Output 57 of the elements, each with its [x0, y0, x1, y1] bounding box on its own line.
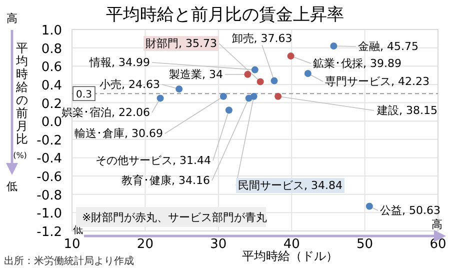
annotation: 情報, 34.99	[88, 56, 150, 69]
point	[366, 202, 373, 210]
annotation: その他サービス, 31.44	[96, 154, 211, 167]
annotation: 鉱業･伐採, 39.89	[313, 57, 402, 70]
point	[245, 94, 252, 102]
annotation: 民間サービス, 34.84	[238, 179, 342, 192]
y-tick-label: 0.0	[41, 115, 62, 130]
x-tick-label: 30	[210, 237, 227, 252]
x-axis-title: 平均時給（ドル）	[242, 249, 338, 263]
annotation: 教育･健康, 34.16	[122, 174, 210, 187]
y-tick-label: 0.2	[41, 96, 62, 112]
annotation: 卸売, 37.63	[232, 32, 292, 45]
annotation: 公益, 50.63	[380, 204, 440, 217]
x-tick-label: 20	[136, 237, 154, 252]
x-tick-label: 40	[283, 237, 300, 252]
point	[156, 94, 164, 102]
x-tick-label: 50	[356, 237, 374, 252]
point	[256, 78, 264, 86]
point	[270, 77, 278, 84]
annotation: 財部門, 35.73	[146, 37, 217, 50]
y-tick-label: -0.4	[36, 152, 62, 167]
annotation: 輸送･倉庫, 30.69	[74, 127, 163, 140]
y-axis-title: 平均時給の前月比	[15, 41, 28, 146]
y-tick-label: 0.8	[41, 42, 62, 57]
y-tick-label: 1.0	[41, 24, 62, 38]
point	[274, 92, 282, 100]
annotation: 金融, 45.75	[358, 40, 418, 53]
annotation: 建設, 38.15	[376, 104, 438, 117]
y-tick-label: -1.2	[36, 225, 62, 240]
y-tick-label: -1.0	[36, 206, 62, 222]
ref-line-label: 0.3	[76, 90, 92, 101]
y-tick-label: 0.6	[41, 60, 62, 76]
annotation: 高	[432, 218, 442, 231]
point	[287, 52, 294, 60]
x-tick-label: 60	[430, 237, 446, 252]
y-tick-label: -0.6	[36, 170, 62, 186]
text: (%)	[13, 151, 27, 160]
y-tick-label: 0.4	[41, 78, 62, 94]
point	[220, 92, 227, 100]
y-tick-label: -0.2	[36, 133, 62, 148]
point	[304, 70, 312, 77]
point	[176, 86, 183, 93]
point	[251, 66, 258, 74]
chart-title: 平均時給と前月比の賃金上昇率	[106, 5, 344, 25]
point	[330, 42, 338, 50]
text: 高	[6, 12, 18, 25]
text: 出所：米労働統計局より作成	[4, 255, 134, 267]
annotation: 専門サービス, 42.23	[325, 75, 430, 88]
annotation: ※財部門が赤丸、サービス部門が青丸	[82, 211, 268, 224]
text: 低	[6, 180, 18, 193]
point	[244, 70, 252, 78]
y-tick-label: -0.8	[36, 188, 62, 204]
annotation: 小売, 24.63	[100, 78, 160, 91]
x-tick-label: 10	[64, 237, 80, 252]
annotation: 製造業, 34	[169, 68, 223, 81]
annotation: 娯楽･宿泊, 22.06	[62, 106, 150, 119]
point	[225, 106, 232, 114]
